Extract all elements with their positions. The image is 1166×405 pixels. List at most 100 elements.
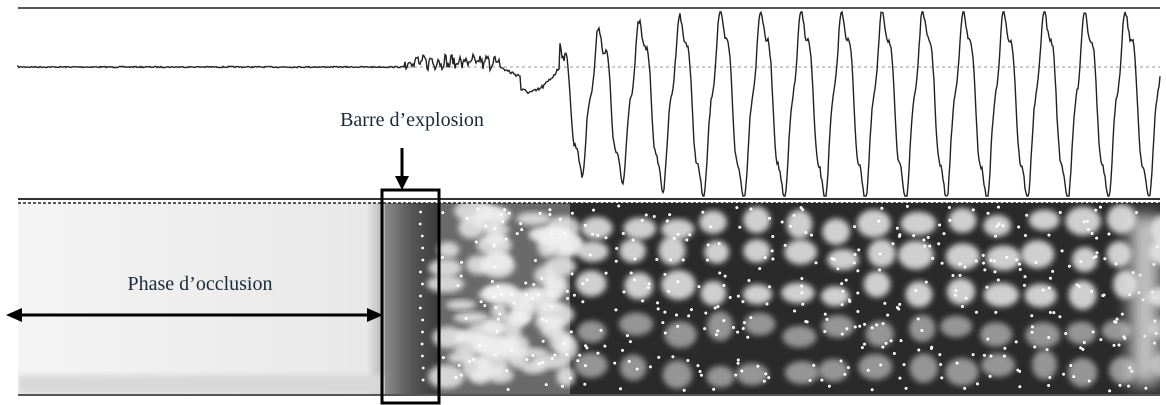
texture-spot bbox=[665, 219, 669, 223]
texture-spot bbox=[419, 210, 422, 214]
texture-spot bbox=[592, 208, 596, 212]
texture-spot bbox=[556, 366, 576, 387]
texture-spot bbox=[844, 278, 848, 282]
texture-spot bbox=[583, 223, 587, 227]
texture-spot bbox=[687, 314, 691, 318]
texture-spot bbox=[771, 257, 775, 261]
texture-spot bbox=[971, 353, 975, 357]
texture-spot bbox=[619, 312, 654, 336]
texture-spot bbox=[456, 284, 460, 288]
texture-spot bbox=[544, 383, 548, 387]
texture-spot bbox=[928, 244, 932, 248]
texture-spot bbox=[994, 234, 998, 238]
texture-spot bbox=[1072, 375, 1076, 379]
texture-spot bbox=[922, 238, 926, 242]
texture-spot bbox=[940, 315, 973, 338]
texture-spot bbox=[1058, 315, 1062, 319]
texture-spot bbox=[862, 342, 866, 346]
texture-spot bbox=[914, 289, 918, 293]
texture-spot bbox=[994, 310, 998, 314]
texture-spot bbox=[1094, 208, 1098, 212]
texture-spot bbox=[1072, 247, 1098, 272]
texture-spot bbox=[827, 249, 859, 271]
texture-spot bbox=[736, 294, 740, 298]
texture-spot bbox=[591, 232, 595, 236]
texture-spot bbox=[947, 206, 951, 210]
texture-spot bbox=[494, 306, 498, 310]
texture-spot bbox=[499, 212, 503, 216]
texture-spot bbox=[603, 344, 607, 348]
texture-spot bbox=[1130, 215, 1160, 385]
texture-spot bbox=[937, 242, 941, 246]
texture-spot bbox=[663, 272, 667, 276]
texture-spot bbox=[783, 243, 787, 247]
texture-spot bbox=[655, 257, 659, 261]
texture-spot bbox=[479, 300, 483, 304]
texture-spot bbox=[734, 373, 738, 377]
texture-spot bbox=[635, 367, 639, 371]
texture-spot bbox=[569, 330, 573, 334]
texture-spot bbox=[661, 218, 695, 240]
texture-spot bbox=[640, 218, 644, 222]
texture-spot bbox=[1075, 283, 1079, 287]
texture-spot bbox=[648, 365, 652, 369]
texture-spot bbox=[1023, 234, 1027, 238]
texture-spot bbox=[940, 376, 944, 380]
texture-spot bbox=[953, 293, 957, 297]
texture-spot bbox=[569, 376, 573, 380]
texture-spot bbox=[685, 238, 689, 242]
texture-spot bbox=[619, 354, 647, 381]
texture-spot bbox=[974, 259, 978, 263]
texture-spot bbox=[627, 359, 631, 363]
texture-spot bbox=[557, 335, 579, 361]
texture-spot bbox=[688, 233, 692, 237]
texture-spot bbox=[884, 341, 888, 345]
texture-spot bbox=[421, 378, 425, 382]
texture-spot bbox=[704, 240, 730, 264]
texture-spot bbox=[667, 289, 671, 293]
texture-spot bbox=[986, 337, 990, 341]
texture-spot bbox=[747, 279, 751, 283]
texture-spot bbox=[493, 265, 497, 269]
texture-spot bbox=[538, 211, 542, 215]
texture-spot bbox=[1023, 275, 1027, 279]
texture-spot bbox=[563, 231, 567, 235]
texture-spot bbox=[895, 226, 899, 230]
silence-region bbox=[18, 203, 385, 394]
texture-spot bbox=[644, 213, 648, 217]
texture-spot bbox=[948, 218, 952, 222]
texture-spot bbox=[1033, 345, 1037, 349]
texture-spot bbox=[576, 359, 580, 363]
texture-spot bbox=[976, 382, 980, 386]
texture-spot bbox=[1081, 347, 1085, 351]
texture-spot bbox=[897, 307, 901, 311]
texture-spot bbox=[741, 300, 745, 304]
texture-spot bbox=[840, 303, 844, 307]
texture-spot bbox=[738, 225, 742, 229]
texture-spot bbox=[633, 257, 637, 261]
texture-spot bbox=[812, 363, 816, 367]
texture-spot bbox=[905, 204, 909, 208]
texture-spot bbox=[507, 211, 511, 215]
texture-spot bbox=[898, 376, 902, 380]
texture-spot bbox=[481, 208, 512, 222]
texture-spot bbox=[1107, 232, 1111, 236]
texture-spot bbox=[731, 325, 735, 329]
texture-spot bbox=[793, 309, 797, 313]
texture-spot bbox=[689, 308, 693, 312]
texture-spot bbox=[997, 222, 1001, 226]
texture-spot bbox=[832, 258, 836, 262]
waveform-panel bbox=[17, 7, 1161, 200]
texture-spot bbox=[540, 317, 544, 321]
texture-spot bbox=[483, 224, 511, 236]
texture-spot bbox=[916, 317, 920, 321]
texture-spot bbox=[454, 342, 481, 356]
texture-spot bbox=[484, 224, 488, 228]
texture-spot bbox=[808, 378, 812, 382]
texture-spot bbox=[1022, 283, 1026, 287]
texture-spot bbox=[860, 346, 864, 350]
texture-spot bbox=[1030, 325, 1034, 329]
texture-spot bbox=[898, 240, 934, 270]
texture-spot bbox=[669, 258, 673, 262]
